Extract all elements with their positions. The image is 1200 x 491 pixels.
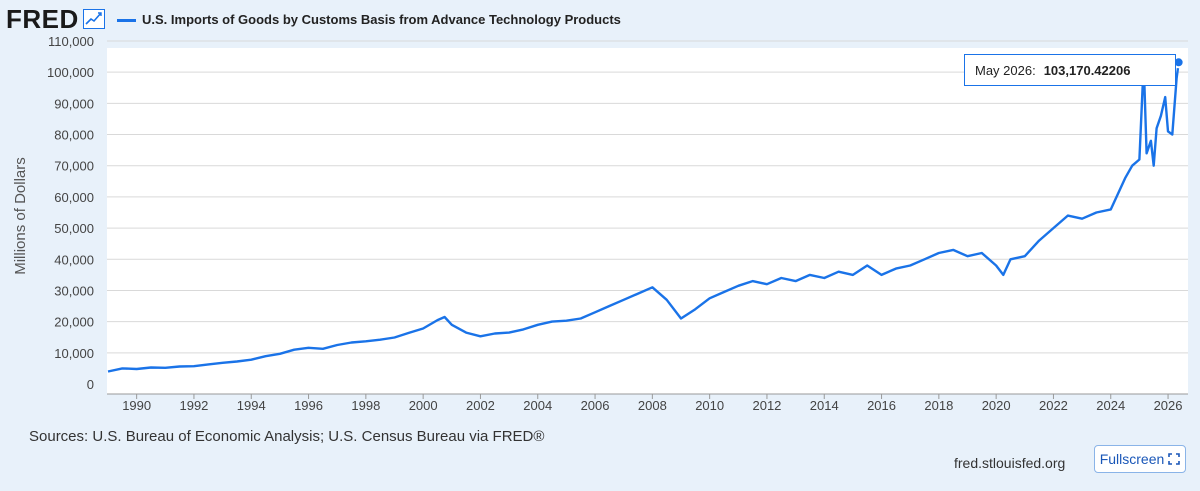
tooltip-date: May 2026: — [975, 62, 1036, 78]
x-tick-label: 2004 — [523, 398, 552, 413]
y-tick-label: 30,000 — [54, 283, 94, 298]
y-tick-label: 100,000 — [47, 65, 94, 80]
x-tick-label: 2008 — [638, 398, 667, 413]
x-tick-label: 2010 — [695, 398, 724, 413]
y-tick-label: 60,000 — [54, 190, 94, 205]
x-tick-label: 1990 — [122, 398, 151, 413]
x-tick-label: 2014 — [810, 398, 839, 413]
fred-logo[interactable]: FRED — [6, 4, 79, 34]
x-tick-label: 2020 — [982, 398, 1011, 413]
legend-swatch — [117, 19, 136, 22]
tooltip: May 2026: 103,170.42206 — [964, 54, 1176, 86]
header: FRED U.S. Imports of Goods by Customs Ba… — [0, 0, 1200, 40]
series-title: U.S. Imports of Goods by Customs Basis f… — [142, 12, 621, 27]
x-tick-label: 2018 — [924, 398, 953, 413]
y-axis-label: Millions of Dollars — [12, 157, 29, 275]
y-tick-label: 50,000 — [54, 221, 94, 236]
fullscreen-label: Fullscreen — [1099, 451, 1165, 467]
y-tick-label: 40,000 — [54, 252, 94, 267]
y-tick-label: 80,000 — [54, 128, 94, 143]
x-tick-label: 2012 — [752, 398, 781, 413]
plot-area — [107, 48, 1188, 394]
x-tick-label: 2000 — [409, 398, 438, 413]
y-axis: 0 10,000 20,000 30,000 40,000 50,000 60,000 70,… — [47, 34, 94, 392]
y-tick-label: 110,000 — [48, 34, 94, 49]
x-tick-label: 2026 — [1154, 398, 1183, 413]
x-tick-label: 1992 — [179, 398, 208, 413]
y-tick-label: 0 — [87, 377, 94, 392]
y-tick-label: 10,000 — [54, 346, 94, 361]
fullscreen-button[interactable]: Fullscreen — [1094, 445, 1186, 473]
tooltip-value: 103,170.42206 — [1043, 62, 1131, 78]
x-tick-label: 1996 — [294, 398, 323, 413]
x-axis: 1990 1992 1994 1996 1998 2000 2002 2004 2006 2008… — [107, 393, 1188, 413]
source-note: Sources: U.S. Bureau of Economic Analysi… — [29, 428, 545, 445]
x-tick-label: 2022 — [1039, 398, 1068, 413]
y-tick-label: 70,000 — [54, 159, 94, 174]
x-tick-label: 2002 — [466, 398, 495, 413]
series-line — [107, 61, 1180, 373]
x-tick-label: 2024 — [1096, 398, 1125, 413]
y-tick-label: 90,000 — [54, 96, 94, 111]
expand-icon — [1168, 453, 1181, 465]
site-url[interactable]: fred.stlouisfed.org — [954, 455, 1066, 471]
y-tick-label: 20,000 — [54, 315, 94, 330]
trend-chart-icon — [83, 9, 105, 29]
x-tick-label: 2016 — [867, 398, 896, 413]
x-tick-label: 1998 — [351, 398, 380, 413]
x-tick-label: 2006 — [581, 398, 610, 413]
x-tick-label: 1994 — [237, 398, 266, 413]
